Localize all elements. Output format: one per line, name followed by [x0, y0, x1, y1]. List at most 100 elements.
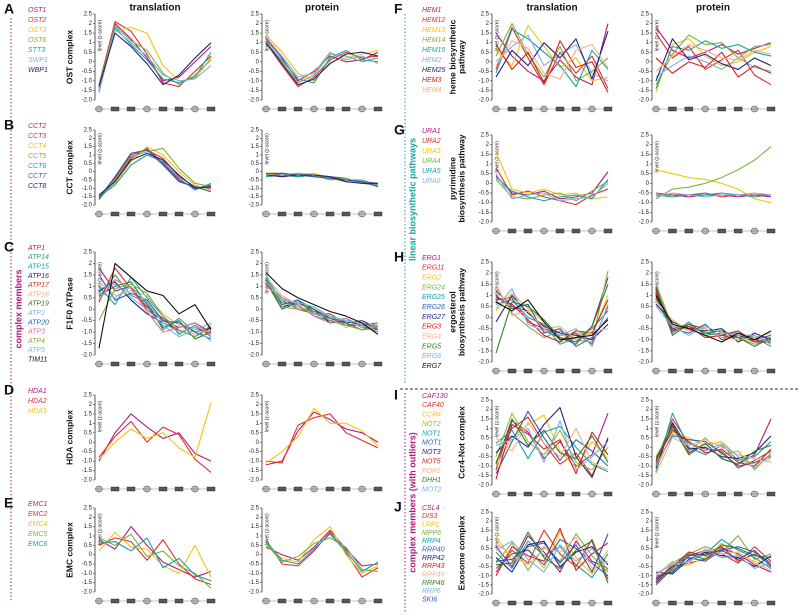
y-tick-label: 1 — [646, 426, 650, 432]
y-tick-label: 0 — [256, 307, 260, 313]
y-tick-label: -1.5 — [639, 348, 650, 354]
series-line — [655, 295, 772, 347]
y-tick-label: -1.0 — [479, 573, 490, 579]
y-tick-label: -2.0 — [82, 478, 93, 484]
y-tick-label: -1.5 — [82, 580, 93, 586]
y-tick-label: 0 — [646, 181, 650, 187]
y-tick-label: 1.5 — [251, 144, 260, 150]
legend-entry: CCR4 — [422, 412, 441, 419]
y-tick-label: 0.5 — [251, 50, 260, 56]
series-line — [265, 274, 379, 329]
legend-entry: ATP5 — [27, 347, 45, 354]
panel-letter: A — [4, 1, 14, 17]
legend-entry: ERG24 — [422, 284, 445, 291]
legend-entry: ATP3 — [27, 329, 45, 336]
y-tick-label: 1 — [486, 293, 490, 299]
panel-title: EMC complex — [64, 522, 74, 578]
panel-letter: H — [394, 249, 404, 265]
legend-entry: RRP45 — [422, 572, 445, 579]
series-line — [495, 540, 609, 573]
series-line — [98, 32, 212, 87]
legend-entry: HEM13 — [422, 27, 445, 34]
y-axis-label: level (z-score) — [264, 400, 270, 432]
y-tick-label: 0 — [89, 169, 93, 175]
legend-entry: DIS3 — [422, 513, 438, 520]
y-tick-label: 0 — [646, 59, 650, 65]
y-tick-label: -0.5 — [639, 564, 650, 570]
series-line — [655, 55, 772, 78]
series-line — [495, 28, 609, 88]
y-tick-label: -0.5 — [82, 562, 93, 568]
y-tick-label: -0.5 — [82, 69, 93, 75]
y-tick-label: -1.5 — [249, 194, 260, 200]
y-tick-label: -2.0 — [639, 360, 650, 366]
y-axis-label: level (z-score) — [97, 133, 103, 165]
series-line — [655, 32, 772, 86]
y-tick-label: 1.5 — [251, 411, 260, 417]
series-line — [98, 413, 212, 462]
y-tick-label: 1 — [89, 153, 93, 159]
y-tick-label: -2.0 — [479, 483, 490, 489]
y-tick-label: 2.5 — [84, 12, 93, 18]
y-tick-label: 0.5 — [481, 304, 490, 310]
legend-entry: CCT5 — [28, 153, 46, 160]
series-line — [655, 44, 772, 72]
series-line — [98, 28, 212, 91]
y-tick-label: 0 — [89, 552, 93, 558]
y-tick-label: 2.5 — [481, 260, 490, 266]
y-tick-label: 2 — [89, 21, 93, 27]
y-tick-label: -1.0 — [479, 78, 490, 84]
y-tick-label: -1.5 — [639, 210, 650, 216]
y-tick-label: 0 — [256, 169, 260, 175]
series-line — [98, 267, 212, 335]
y-tick-label: 2.5 — [641, 398, 650, 404]
y-tick-label: 1 — [486, 40, 490, 46]
y-tick-label: 0 — [486, 181, 490, 187]
legend-entry: ERG1 — [422, 255, 441, 262]
y-tick-label: -1.0 — [479, 464, 490, 470]
series-line — [495, 297, 609, 345]
y-tick-label: 2 — [486, 142, 490, 148]
y-tick-label: 0.5 — [251, 543, 260, 549]
legend-entry: POP2 — [422, 468, 441, 475]
y-tick-label: 0.5 — [641, 50, 650, 56]
series-line — [655, 306, 772, 345]
y-tick-label: -0.5 — [249, 178, 260, 184]
y-tick-label: -0.5 — [479, 326, 490, 332]
y-tick-label: 2 — [486, 519, 490, 525]
y-tick-label: 0.5 — [481, 435, 490, 441]
y-tick-label: -0.5 — [639, 326, 650, 332]
legend-entry: ATP18 — [27, 291, 49, 298]
y-tick-label: 1.5 — [641, 528, 650, 534]
series-line — [655, 192, 771, 198]
column-title: translation — [526, 3, 577, 14]
y-tick-label: 0.5 — [84, 295, 93, 301]
legend-entry: MOT1 — [422, 440, 442, 447]
y-axis-label: level (z-score) — [97, 513, 103, 545]
y-tick-label: 2.5 — [84, 128, 93, 134]
panel-letter: E — [4, 495, 13, 511]
panel-title: pathway — [456, 40, 466, 74]
y-tick-label: 1 — [89, 534, 93, 540]
legend-entry: CCT4 — [28, 143, 46, 150]
series-line — [98, 402, 212, 460]
series-line — [655, 286, 772, 347]
series-line — [655, 412, 772, 472]
series-line — [495, 288, 609, 347]
y-tick-label: 0 — [89, 59, 93, 65]
series-line — [495, 527, 609, 577]
legend-entry: RRP46 — [422, 580, 445, 587]
y-tick-label: 0 — [646, 315, 650, 321]
legend-entry: OST1 — [28, 7, 46, 14]
y-tick-label: 0.5 — [251, 161, 260, 167]
series-line — [495, 540, 609, 573]
y-tick-label: 0.5 — [641, 546, 650, 552]
legend-entry: MPP6 — [422, 530, 441, 537]
y-tick-label: -0.5 — [639, 69, 650, 75]
y-tick-label: 1.5 — [641, 282, 650, 288]
series-line — [495, 299, 609, 341]
y-tick-label: 2.5 — [641, 260, 650, 266]
y-tick-label: 1 — [646, 293, 650, 299]
y-tick-label: 2 — [486, 21, 490, 27]
